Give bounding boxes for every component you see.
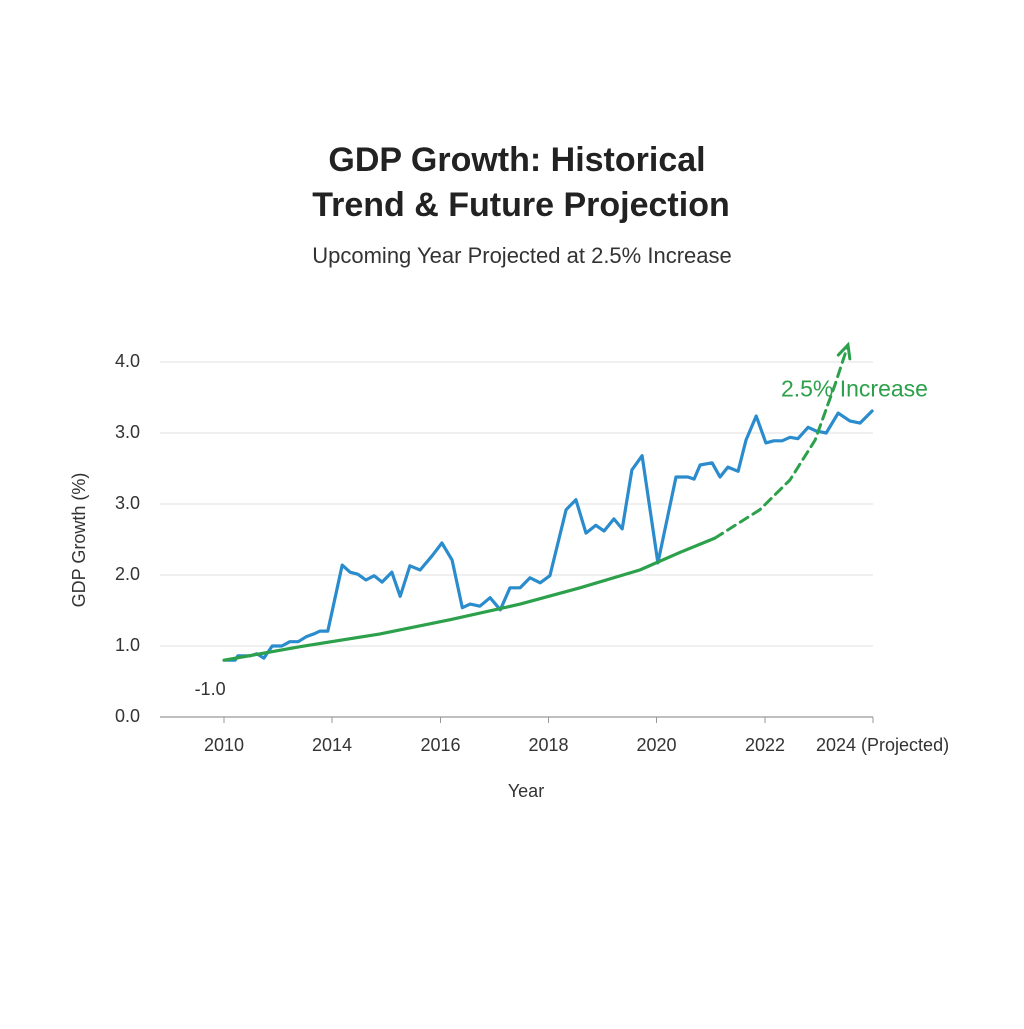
y-tick-label: 2.0: [115, 564, 140, 584]
chart-title: GDP Growth: Historical: [328, 141, 705, 179]
y-tick-label: 3.0: [115, 422, 140, 442]
x-tick-label: 2024 (Projected): [816, 735, 949, 755]
data-line: [222, 536, 717, 662]
x-tick-label: 2016: [420, 735, 460, 755]
annotation: 2.5% Increase: [781, 375, 928, 401]
x-tick-label: 2022: [745, 735, 785, 755]
data-line: [224, 409, 874, 662]
x-axis-label: Year: [508, 781, 544, 801]
y-tick-label: 0.0: [115, 706, 140, 726]
x-tick-label: 2010: [204, 735, 244, 755]
y-tick-label: 3.0: [115, 493, 140, 513]
y-tick-label: 1.0: [115, 635, 140, 655]
x-tick-label: 2020: [636, 735, 676, 755]
chart-title: Trend & Future Projection: [312, 186, 729, 224]
y-tick-label: 4.0: [115, 351, 140, 371]
x-tick-label: 2014: [312, 735, 352, 755]
annotation: -1.0: [195, 679, 226, 699]
chart-subtitle: Upcoming Year Projected at 2.5% Increase: [312, 243, 731, 268]
y-axis-label: GDP Growth (%): [69, 473, 89, 608]
arrow-head: [836, 341, 852, 361]
projection-line: [713, 343, 850, 540]
x-tick-label: 2018: [528, 735, 568, 755]
